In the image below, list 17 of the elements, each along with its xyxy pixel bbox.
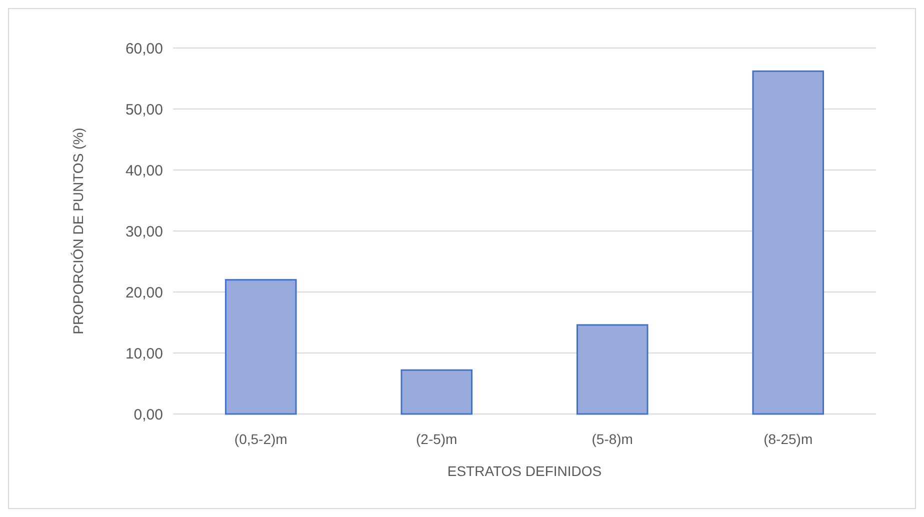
y-tick-label: 10,00 [125,345,163,362]
y-tick-label: 50,00 [125,101,163,118]
y-axis-title: PROPORCIÓN DE PUNTOS (%) [70,128,86,334]
x-tick-label: (8-25)m [764,431,813,447]
x-tick-label: (5-8)m [592,431,633,447]
y-tick-label: 60,00 [125,40,163,58]
y-tick-label: 30,00 [125,223,163,240]
x-axis-title: ESTRATOS DEFINIDOS [447,463,602,479]
x-tick-label: (2-5)m [416,431,458,447]
bar [576,324,648,415]
y-tick-label: 40,00 [125,162,163,180]
y-tick-label: 0,00 [134,406,163,424]
bar [752,70,824,415]
bar [400,369,473,415]
x-tick-label: (0,5-2)m [234,431,288,447]
bar [224,279,297,415]
y-tick-label: 20,00 [125,284,163,302]
